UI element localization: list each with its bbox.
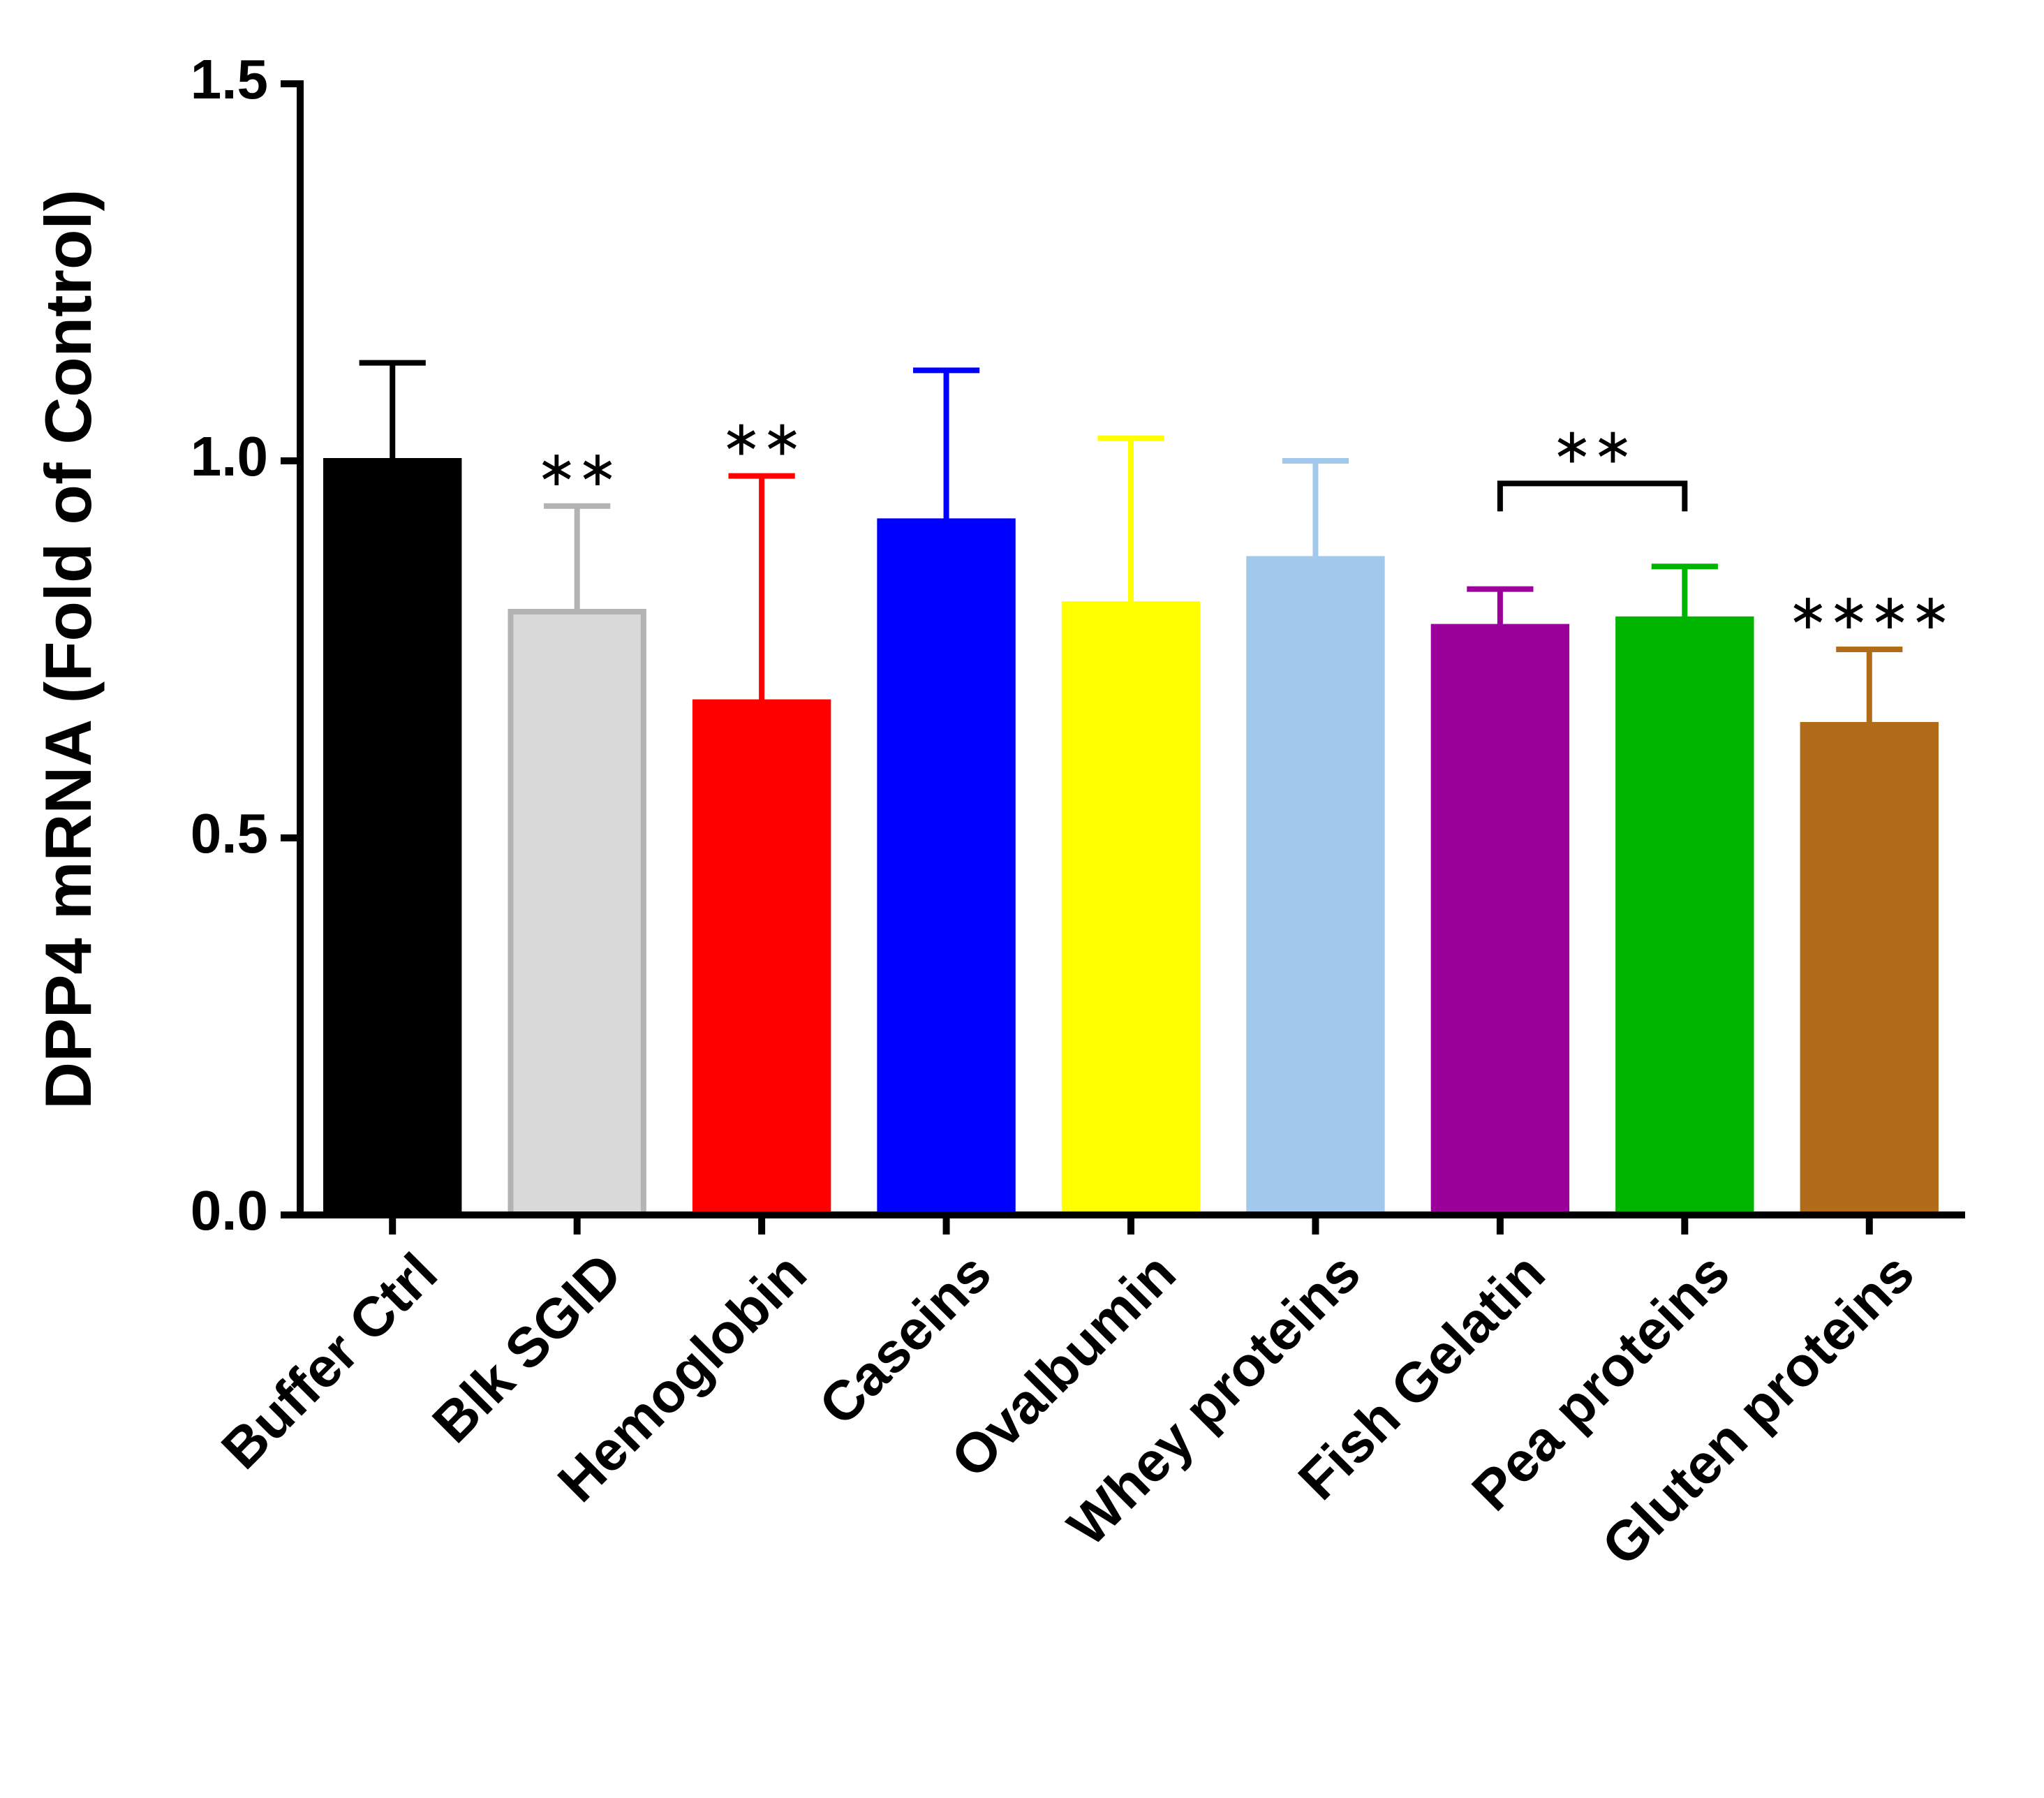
- y-tick-label: 0.0: [191, 1179, 268, 1241]
- y-axis-title: DPP4 mRNA (Fold of Control): [31, 189, 105, 1110]
- bar: [880, 521, 1012, 1215]
- bar: [695, 702, 828, 1215]
- significance-label: ∗∗: [1551, 418, 1633, 473]
- significance-label: ∗∗: [720, 411, 802, 466]
- bar: [1065, 604, 1197, 1215]
- y-tick-label: 1.0: [191, 425, 268, 487]
- bar: [1249, 559, 1382, 1215]
- y-tick-label: 0.5: [191, 802, 268, 864]
- y-tick-label: 1.5: [191, 48, 268, 110]
- bar-chart: ∗∗∗∗∗∗∗∗∗∗0.00.51.01.5Buffer CtrlBlk SGI…: [0, 0, 2044, 1798]
- significance-label: ∗∗∗∗: [1787, 584, 1951, 639]
- bar: [1803, 725, 1936, 1215]
- chart-container: ∗∗∗∗∗∗∗∗∗∗0.00.51.01.5Buffer CtrlBlk SGI…: [0, 0, 2044, 1798]
- bar: [326, 461, 459, 1215]
- bar: [1618, 619, 1751, 1215]
- significance-label: ∗∗: [536, 441, 618, 496]
- bar: [1434, 627, 1567, 1215]
- bar: [510, 612, 643, 1215]
